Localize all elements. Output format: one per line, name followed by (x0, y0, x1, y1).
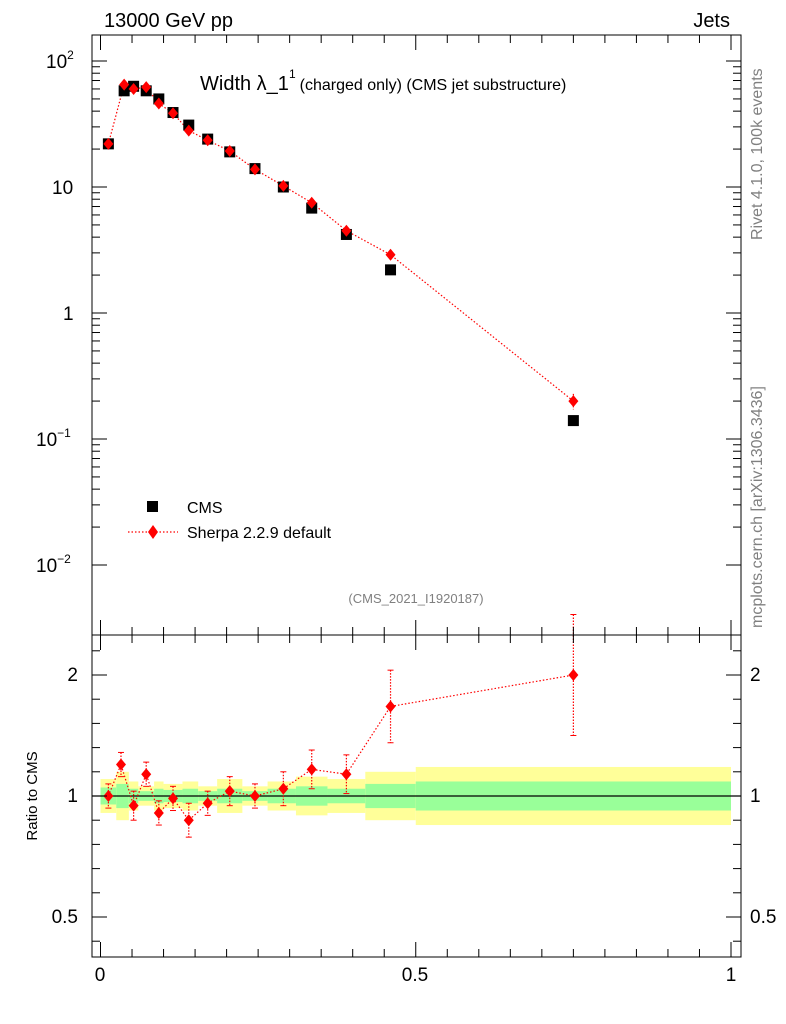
mcplots-label: mcplots.cern.ch [arXiv:1306.3436] (749, 386, 766, 628)
xtick-label-0: 0 (95, 965, 106, 986)
ratio-ytick-label-1-right: 1 (750, 786, 761, 807)
plot-title: Width λ_11 (charged only) (CMS jet substr… (200, 67, 566, 95)
sherpa-ratio-point-5 (168, 792, 179, 805)
ratio-ytick-label-0.5-right: 0.5 (750, 907, 776, 928)
sherpa-ratio-point-6 (183, 814, 194, 827)
sherpa-main-point-12 (341, 224, 352, 237)
sherpa-main-point-3 (141, 81, 152, 94)
ratio-ytick-label-2: 2 (67, 665, 78, 686)
ytick-label-100: 102 (46, 48, 74, 73)
sherpa-main-point-1 (119, 78, 130, 91)
xtick-label-0.5: 0.5 (402, 965, 428, 986)
ratio-ytick-labels: 2 1 0.5 2 1 0.5 (52, 665, 777, 928)
sherpa-main-point-13 (385, 248, 396, 261)
sherpa-ratio-point-11 (306, 763, 317, 776)
sherpa-ratio-point-4 (153, 806, 164, 819)
cms-point-13 (385, 264, 397, 276)
sherpa-ratio-point-13 (385, 700, 396, 713)
sherpa-main-point-8 (224, 145, 235, 158)
legend: CMS Sherpa 2.2.9 default (128, 500, 332, 542)
rivet-version-label: Rivet 4.1.0, 100k events (749, 68, 766, 240)
analysis-tag: (CMS_2021_I1920187) (348, 591, 483, 606)
plot-title-main: Width λ_1 (200, 73, 289, 95)
plot-title-sup: 1 (289, 67, 296, 81)
series-lines (107, 83, 574, 822)
cms-point-14 (567, 415, 579, 427)
cms-point-1 (118, 85, 130, 97)
sherpa-ratio-point-8 (224, 785, 235, 798)
ratio-ylabel: Ratio to CMS (24, 751, 41, 840)
ratio-ytick-label-2-right: 2 (750, 665, 761, 686)
ytick-label-1: 1 (63, 304, 74, 325)
sherpa-main-point-14 (568, 395, 579, 408)
ratio-ytick-label-1: 1 (67, 786, 78, 807)
sherpa-ratio-point-1 (115, 758, 126, 771)
legend-sherpa-marker (148, 525, 158, 539)
ytick-label-10: 10 (52, 178, 73, 199)
sherpa-ratio-point-14 (568, 669, 579, 681)
sherpa-ratio-point-12 (341, 768, 352, 781)
sherpa-ratio-point-3 (141, 768, 152, 781)
sherpa-main-point-2 (128, 82, 139, 95)
xtick-label-1: 1 (726, 965, 737, 986)
ratio-uncertainty-bands (92, 766, 741, 826)
sherpa-main-point-5 (168, 107, 179, 120)
ratio-ytick-label-0.5: 0.5 (52, 907, 78, 928)
sherpa-ratio-point-0 (103, 790, 114, 802)
sherpa-main-line (107, 83, 574, 402)
plot-title-sub: (charged only) (CMS jet substructure) (300, 77, 567, 94)
header-right: Jets (693, 10, 730, 32)
main-ytick-labels: 102 10 1 10−1 10−2 (36, 48, 74, 577)
sherpa-main-point-6 (183, 124, 194, 137)
axis-ticks (92, 35, 741, 957)
legend-cms-marker (147, 501, 158, 512)
sherpa-main-point-10 (278, 179, 289, 192)
sherpa-main-point-4 (153, 97, 164, 110)
xtick-labels: 0 0.5 1 (95, 965, 737, 986)
sherpa-main-point-0 (103, 137, 114, 150)
ytick-label-0.1: 10−1 (36, 426, 71, 451)
sherpa-ratio-point-2 (128, 799, 139, 812)
sherpa-main-point-7 (202, 134, 213, 147)
data-markers (102, 78, 579, 827)
header-left: 13000 GeV pp (104, 10, 233, 32)
sherpa-ratio-point-7 (202, 797, 213, 810)
sherpa-ratio-point-10 (278, 782, 289, 795)
sherpa-ratio-point-9 (249, 790, 260, 802)
legend-sherpa-label: Sherpa 2.2.9 default (187, 525, 332, 542)
error-bars (105, 81, 577, 838)
legend-cms-label: CMS (187, 500, 223, 517)
ytick-label-0.01: 10−2 (36, 552, 71, 577)
sherpa-main-point-9 (249, 163, 260, 176)
sherpa-main-point-11 (306, 196, 317, 209)
